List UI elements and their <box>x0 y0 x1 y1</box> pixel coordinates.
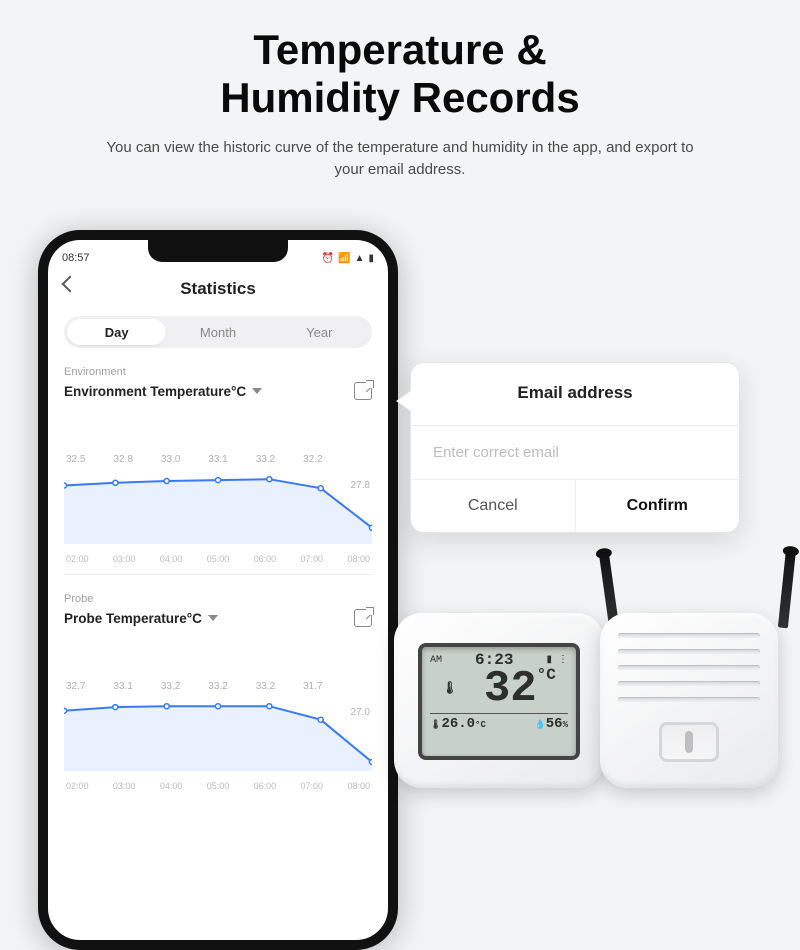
battery-icon: ▮ <box>368 253 374 264</box>
back-icon[interactable] <box>62 276 79 293</box>
app-header: Statistics <box>64 272 372 306</box>
section1-metric-row: Environment Temperature°C <box>64 382 372 400</box>
status-time: 08:57 <box>62 252 90 264</box>
section2-metric-row: Probe Temperature°C <box>64 609 372 627</box>
email-input[interactable]: Enter correct email <box>411 425 739 480</box>
chart-probe: 32.733.133.233.233.231.727.002:0003:0004… <box>64 641 372 791</box>
lcd-am: AM <box>430 655 442 666</box>
thermometer-icon: 🌡 <box>442 681 457 695</box>
lcd-humidity: 56 <box>546 716 563 732</box>
lcd-humidity-unit: % <box>563 720 568 730</box>
dropdown-icon <box>252 388 262 394</box>
lcd-battery-wifi-icon: ▮ ⋮ <box>546 654 568 666</box>
phone-notch <box>148 240 288 262</box>
phone-mockup: 08:57 ⏰ 📶 ▲ ▮ Statistics Day Month Year … <box>38 230 398 950</box>
alarm-icon: ⏰ <box>322 253 334 264</box>
device-front: AM 6:23 ▮ ⋮ 🌡 32°C 🌡26.0°C 💧56% <box>394 613 604 788</box>
confirm-button[interactable]: Confirm <box>576 480 740 532</box>
wifi-icon: ▲ <box>355 253 365 264</box>
section2-metric-text: Probe Temperature°C <box>64 611 202 626</box>
popup-title: Email address <box>411 383 739 425</box>
signal-icon: 📶 <box>338 253 350 264</box>
section1-group-label: Environment <box>64 366 372 378</box>
lcd-sub-temp-unit: °C <box>475 720 486 730</box>
device-back <box>600 613 778 788</box>
cancel-button[interactable]: Cancel <box>411 480 576 532</box>
device-port <box>659 722 719 762</box>
device-lcd: AM 6:23 ▮ ⋮ 🌡 32°C 🌡26.0°C 💧56% <box>418 643 580 760</box>
chart-environment: 32.532.833.033.133.232.227.802:0003:0004… <box>64 414 372 564</box>
tab-day[interactable]: Day <box>67 319 166 345</box>
subhead: You can view the historic curve of the t… <box>0 137 800 182</box>
probe-sensor-right <box>778 548 796 629</box>
headline: Temperature & Humidity Records <box>0 0 800 123</box>
range-segmented-control: Day Month Year <box>64 316 372 348</box>
email-export-popup: Email address Enter correct email Cancel… <box>410 362 740 533</box>
app-content: Statistics Day Month Year Environment En… <box>48 266 388 791</box>
lcd-temp-unit: °C <box>537 666 556 684</box>
popup-actions: Cancel Confirm <box>411 480 739 532</box>
tab-year[interactable]: Year <box>270 319 369 345</box>
export-icon[interactable] <box>354 382 372 400</box>
dropdown-icon <box>208 615 218 621</box>
device-vents <box>618 627 760 708</box>
lcd-temp: 32 <box>484 664 537 714</box>
status-icons: ⏰ 📶 ▲ ▮ <box>322 253 374 264</box>
divider <box>64 574 372 575</box>
screen-title: Statistics <box>180 279 256 299</box>
section2-metric[interactable]: Probe Temperature°C <box>64 611 218 626</box>
lcd-sub-temp: 26.0 <box>441 716 475 732</box>
tab-month[interactable]: Month <box>168 319 267 345</box>
export-icon[interactable] <box>354 609 372 627</box>
section2-group-label: Probe <box>64 593 372 605</box>
section1-metric-text: Environment Temperature°C <box>64 384 246 399</box>
section1-metric[interactable]: Environment Temperature°C <box>64 384 262 399</box>
headline-line2: Humidity Records <box>220 74 579 121</box>
headline-line1: Temperature & <box>253 26 546 73</box>
